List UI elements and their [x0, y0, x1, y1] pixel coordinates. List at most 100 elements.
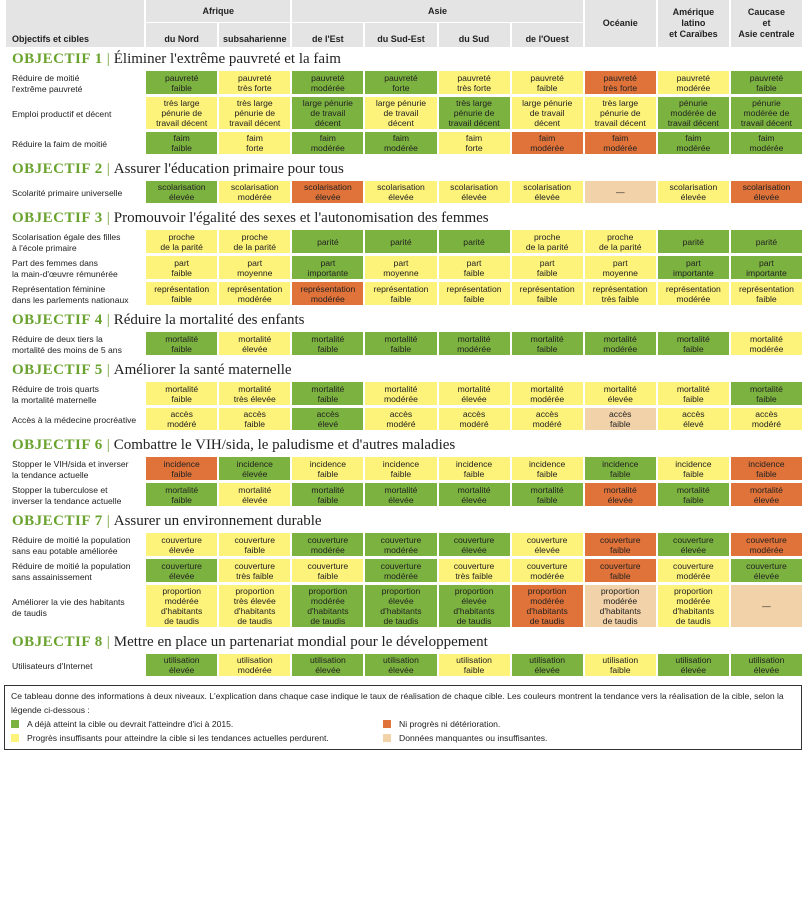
target-row: Réduire de moitié la population sans eau… — [6, 533, 802, 559]
status-cell: accès modéré — [511, 408, 583, 433]
status-cell: couverture élevée — [146, 533, 218, 559]
region-header: Amérique latino et Caraïbes — [657, 0, 729, 47]
target-row: Scolarité primaire universelle scolarisat… — [6, 181, 802, 206]
status-cell: pauvreté très forte — [219, 71, 291, 97]
status-cell: mortalité faible — [657, 483, 729, 509]
status-cell: accès modéré — [730, 408, 802, 433]
separator: | — [106, 210, 110, 226]
status-cell: accès faible — [219, 408, 291, 433]
target-row: Accès à la médecine procréative accès mod… — [6, 408, 802, 433]
status-cell: large pénurie de travail décent — [511, 97, 583, 132]
status-cell: incidence faible — [511, 457, 583, 483]
region-header: subsaharienne — [219, 23, 291, 47]
status-cell: mortalité faible — [292, 382, 364, 408]
status-cell: pauvreté modérée — [292, 71, 364, 97]
goal-row: OBJECTIF 3 | Promouvoir l'égalité des sexe… — [6, 206, 802, 230]
status-cell: proche de la parité — [511, 230, 583, 256]
status-cell: — — [584, 181, 656, 206]
status-cell: scolarisation élevée — [438, 181, 510, 206]
legend-box: Ce tableau donne des informations à deux… — [4, 685, 802, 750]
target-label: Améliorer la vie des habitants de taudis — [6, 585, 145, 630]
legend-text: Ni progrès ni détérioration. — [399, 719, 501, 729]
status-cell: parité — [657, 230, 729, 256]
mdg-progress-chart: Objectifs et cibles Afrique Asie Océanie Amé… — [4, 0, 804, 750]
status-cell: scolarisation élevée — [730, 181, 802, 206]
status-cell: mortalité faible — [730, 382, 802, 408]
goal-title-text: Assurer l'éducation primaire pour tous — [113, 161, 344, 177]
status-cell: incidence faible — [657, 457, 729, 483]
status-cell: proportion modérée d'habitants de taudis — [584, 585, 656, 630]
status-cell: utilisation élevée — [511, 654, 583, 679]
status-cell: couverture modérée — [292, 533, 364, 559]
region-group-header: Asie — [292, 0, 583, 23]
status-cell: part moyenne — [584, 256, 656, 282]
status-cell: représentation faible — [146, 282, 218, 308]
target-row: Réduire de trois quarts la mortalité mat… — [6, 382, 802, 408]
region-header: de l'Est — [292, 23, 364, 47]
target-label: Réduire de deux tiers la mortalité des m… — [6, 332, 145, 358]
goal-number: OBJECTIF 4 — [12, 312, 103, 328]
goal-row: OBJECTIF 4 | Réduire la mortalité des enfa… — [6, 308, 802, 332]
separator: | — [106, 161, 110, 177]
status-cell: couverture élevée — [657, 533, 729, 559]
target-row: Utilisateurs d'Internet utilisation élevé… — [6, 654, 802, 679]
objectives-header: Objectifs et cibles — [6, 0, 145, 47]
status-cell: représentation faible — [438, 282, 510, 308]
goal-number: OBJECTIF 8 — [12, 634, 103, 650]
status-cell: accès modéré — [438, 408, 510, 433]
separator: | — [106, 437, 110, 453]
goal-title: OBJECTIF 4 | Réduire la mortalité des enfa… — [6, 308, 802, 332]
target-label: Réduire de moitié l'extrême pauvreté — [6, 71, 145, 97]
goal-title: OBJECTIF 8 | Mettre en place un partenaria… — [6, 630, 802, 654]
goal-title: OBJECTIF 1 | Éliminer l'extrême pauvreté e… — [6, 47, 802, 71]
target-row: Stopper le VIH/sida et inverser la tenda… — [6, 457, 802, 483]
status-cell: mortalité modérée — [511, 382, 583, 408]
status-cell: représentation très faible — [584, 282, 656, 308]
status-cell: proportion modérée d'habitants de taudis — [146, 585, 218, 630]
status-cell: mortalité élevée — [584, 382, 656, 408]
status-cell: couverture très faible — [219, 559, 291, 585]
status-cell: mortalité faible — [657, 332, 729, 358]
status-cell: représentation modérée — [292, 282, 364, 308]
goal-title-text: Améliorer la santé maternelle — [113, 362, 292, 378]
status-cell: mortalité faible — [292, 332, 364, 358]
status-cell: mortalité élevée — [438, 382, 510, 408]
status-cell: part moyenne — [219, 256, 291, 282]
status-cell: parité — [365, 230, 437, 256]
status-cell: couverture modérée — [511, 559, 583, 585]
legend-item-green: A déjà atteint la cible ou devrait l'att… — [11, 717, 383, 731]
goal-row: OBJECTIF 7 | Assurer un environnement dura… — [6, 509, 802, 533]
status-cell: proportion modérée d'habitants de taudis — [657, 585, 729, 630]
goal-title-text: Assurer un environnement durable — [113, 513, 322, 529]
status-cell: large pénurie de travail décent — [292, 97, 364, 132]
target-label: Part des femmes dans la main-d'œuvre rém… — [6, 256, 145, 282]
target-label: Scolarité primaire universelle — [6, 181, 145, 206]
status-cell: proche de la parité — [146, 230, 218, 256]
status-cell: proportion modérée d'habitants de taudis — [511, 585, 583, 630]
goal-number: OBJECTIF 1 — [12, 51, 103, 67]
status-cell: parité — [730, 230, 802, 256]
status-cell: scolarisation élevée — [511, 181, 583, 206]
status-cell: mortalité élevée — [219, 332, 291, 358]
table-body: OBJECTIF 1 | Éliminer l'extrême pauvreté e… — [6, 47, 802, 679]
region-header: du Sud — [438, 23, 510, 47]
status-cell: proche de la parité — [219, 230, 291, 256]
status-cell: mortalité modérée — [730, 332, 802, 358]
status-cell: part importante — [657, 256, 729, 282]
status-cell: représentation faible — [730, 282, 802, 308]
goal-title-text: Promouvoir l'égalité des sexes et l'auto… — [113, 210, 489, 226]
status-cell: mortalité faible — [365, 332, 437, 358]
yellow-swatch — [11, 734, 19, 742]
target-label: Stopper la tuberculose et inverser la te… — [6, 483, 145, 509]
goal-title: OBJECTIF 2 | Assurer l'éducation primaire … — [6, 157, 802, 181]
status-cell: part faible — [146, 256, 218, 282]
status-cell: faim modérée — [365, 132, 437, 157]
table-header: Objectifs et cibles Afrique Asie Océanie Amé… — [6, 0, 802, 47]
status-cell: représentation modérée — [657, 282, 729, 308]
status-cell: faim modérée — [584, 132, 656, 157]
status-cell: parité — [292, 230, 364, 256]
status-cell: accès élevé — [657, 408, 729, 433]
goal-row: OBJECTIF 8 | Mettre en place un partenaria… — [6, 630, 802, 654]
status-cell: très large pénurie de travail décent — [584, 97, 656, 132]
goal-number: OBJECTIF 6 — [12, 437, 103, 453]
